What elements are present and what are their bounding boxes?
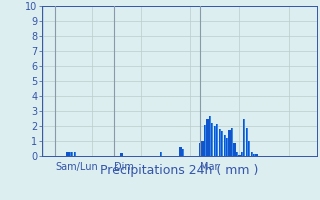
X-axis label: Précipitations 24h ( mm ): Précipitations 24h ( mm ) bbox=[100, 164, 258, 177]
Text: Mar: Mar bbox=[200, 162, 219, 172]
Bar bbox=[160, 152, 162, 156]
Bar bbox=[232, 128, 233, 156]
Text: Sam/Lun: Sam/Lun bbox=[55, 162, 98, 172]
Bar bbox=[203, 141, 204, 156]
Bar bbox=[238, 154, 241, 156]
Bar bbox=[72, 152, 73, 156]
Bar bbox=[227, 138, 228, 156]
Bar bbox=[257, 154, 258, 156]
Bar bbox=[217, 124, 218, 156]
Bar bbox=[71, 152, 73, 156]
Bar bbox=[237, 152, 238, 156]
Bar bbox=[239, 154, 240, 156]
Bar bbox=[243, 118, 245, 156]
Bar bbox=[221, 131, 223, 156]
Bar bbox=[216, 124, 218, 156]
Bar bbox=[209, 116, 211, 156]
Bar bbox=[69, 152, 71, 156]
Bar bbox=[219, 129, 221, 156]
Bar bbox=[253, 154, 255, 156]
Bar bbox=[249, 141, 250, 156]
Bar bbox=[242, 152, 243, 156]
Bar bbox=[248, 141, 250, 156]
Bar bbox=[179, 147, 181, 156]
Bar bbox=[226, 138, 228, 156]
Bar bbox=[120, 153, 123, 156]
Bar bbox=[224, 135, 226, 156]
Bar bbox=[212, 123, 213, 156]
Bar bbox=[247, 128, 248, 156]
Bar bbox=[225, 135, 226, 156]
Bar bbox=[235, 142, 236, 156]
Bar bbox=[75, 152, 76, 156]
Bar bbox=[246, 128, 248, 156]
Bar bbox=[199, 142, 201, 156]
Bar bbox=[228, 130, 231, 156]
Bar bbox=[70, 152, 71, 156]
Bar bbox=[214, 126, 216, 156]
Bar bbox=[210, 116, 211, 156]
Bar bbox=[236, 152, 238, 156]
Bar bbox=[66, 152, 68, 156]
Bar bbox=[251, 152, 253, 156]
Bar bbox=[254, 154, 255, 156]
Bar bbox=[231, 128, 233, 156]
Bar bbox=[222, 131, 223, 156]
Bar bbox=[161, 152, 162, 156]
Bar bbox=[211, 123, 213, 156]
Bar bbox=[215, 126, 216, 156]
Bar bbox=[183, 148, 184, 156]
Bar bbox=[205, 124, 206, 156]
Bar bbox=[241, 152, 243, 156]
Bar bbox=[201, 141, 204, 156]
Bar bbox=[204, 124, 206, 156]
Bar bbox=[233, 142, 236, 156]
Bar bbox=[244, 118, 245, 156]
Bar bbox=[200, 142, 201, 156]
Bar bbox=[74, 152, 76, 156]
Bar bbox=[182, 148, 184, 156]
Text: Dim: Dim bbox=[114, 162, 134, 172]
Bar bbox=[255, 154, 258, 156]
Bar bbox=[206, 118, 209, 156]
Bar bbox=[180, 147, 181, 156]
